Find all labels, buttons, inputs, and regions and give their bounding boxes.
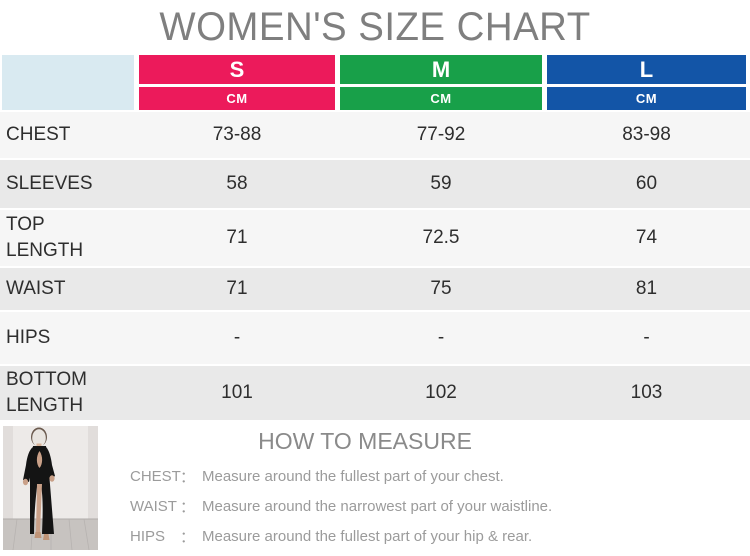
cell-value: -: [233, 327, 241, 348]
size-header-l: L: [547, 55, 746, 84]
measure-colon: ：: [180, 528, 196, 546]
cell-value: -: [643, 327, 650, 348]
row-label: WAIST: [6, 278, 66, 300]
model-photo: [3, 426, 98, 550]
measure-line: CHEST： Measure around the fullest part of…: [130, 461, 600, 491]
measure-text: Measure around the fullest part of your …: [202, 467, 504, 485]
size-header-s: S: [139, 55, 335, 84]
cell-value: 73-88: [212, 124, 262, 145]
size-chart-table-body: CHEST 73-88 77-92 83-98 SLEEVES 58 59 60 TOP LEN…: [0, 112, 750, 422]
table-row: WAIST 71 75 81: [0, 268, 750, 312]
page-title: WOMEN'S SIZE CHART: [159, 5, 591, 49]
measure-instructions: CHEST： Measure around the fullest part of…: [130, 461, 600, 551]
table-row: CHEST 73-88 77-92 83-98: [0, 112, 750, 160]
table-row: BOTTOM LENGTH 101 102 103: [0, 366, 750, 422]
cell-value: 71: [226, 278, 248, 299]
measure-line: WAIST： Measure around the narrowest part …: [130, 491, 600, 521]
measure-label: HIPS: [130, 527, 166, 545]
how-to-measure-section: HOW TO MEASURE CHEST： Measure around the …: [0, 424, 750, 552]
unit-header-s: CM: [139, 87, 335, 110]
cell-value: 58: [226, 173, 248, 194]
measure-text: Measure around the narrowest part of you…: [202, 497, 553, 515]
row-label: TOP LENGTH: [6, 214, 84, 261]
cell-value: 77-92: [416, 124, 466, 145]
how-to-measure-title: HOW TO MEASURE: [258, 428, 472, 454]
row-label: HIPS: [6, 327, 51, 349]
cell-value: 72.5: [422, 227, 460, 248]
cell-value: 83-98: [622, 124, 671, 145]
model-figure: [22, 427, 55, 540]
row-label: SLEEVES: [6, 173, 93, 195]
measure-text: Measure around the fullest part of your …: [202, 527, 533, 545]
unit-header-l: CM: [547, 87, 746, 110]
cell-value: 103: [630, 382, 663, 403]
size-chart-header: S CM M CM L CM: [2, 55, 746, 110]
table-row: TOP LENGTH 71 72.5 74: [0, 210, 750, 268]
measure-colon: ：: [180, 498, 196, 516]
cell-value: 71: [226, 227, 248, 248]
row-label: BOTTOM LENGTH: [6, 369, 87, 416]
cell-value: -: [437, 327, 445, 348]
measure-colon: ：: [180, 468, 196, 486]
cell-value: 102: [425, 382, 457, 403]
corner-cell: [2, 55, 134, 110]
cell-value: 74: [635, 227, 658, 248]
unit-header-m: CM: [340, 87, 542, 110]
cell-value: 60: [635, 173, 658, 194]
model-photo-illustration: [3, 426, 98, 550]
table-row: SLEEVES 58 59 60: [0, 160, 750, 210]
table-row: HIPS - - -: [0, 312, 750, 366]
cell-value: 59: [430, 173, 452, 194]
measure-label: CHEST: [130, 467, 181, 485]
measure-line: HIPS ： Measure around the fullest part of …: [130, 521, 600, 551]
row-label: CHEST: [6, 124, 71, 146]
size-header-m: M: [340, 55, 542, 84]
cell-value: 75: [430, 278, 452, 299]
cell-value: 101: [221, 382, 253, 403]
measure-label: WAIST: [130, 497, 177, 515]
cell-value: 81: [635, 278, 658, 299]
measure-content: HOW TO MEASURE CHEST： Measure around the …: [130, 424, 600, 551]
